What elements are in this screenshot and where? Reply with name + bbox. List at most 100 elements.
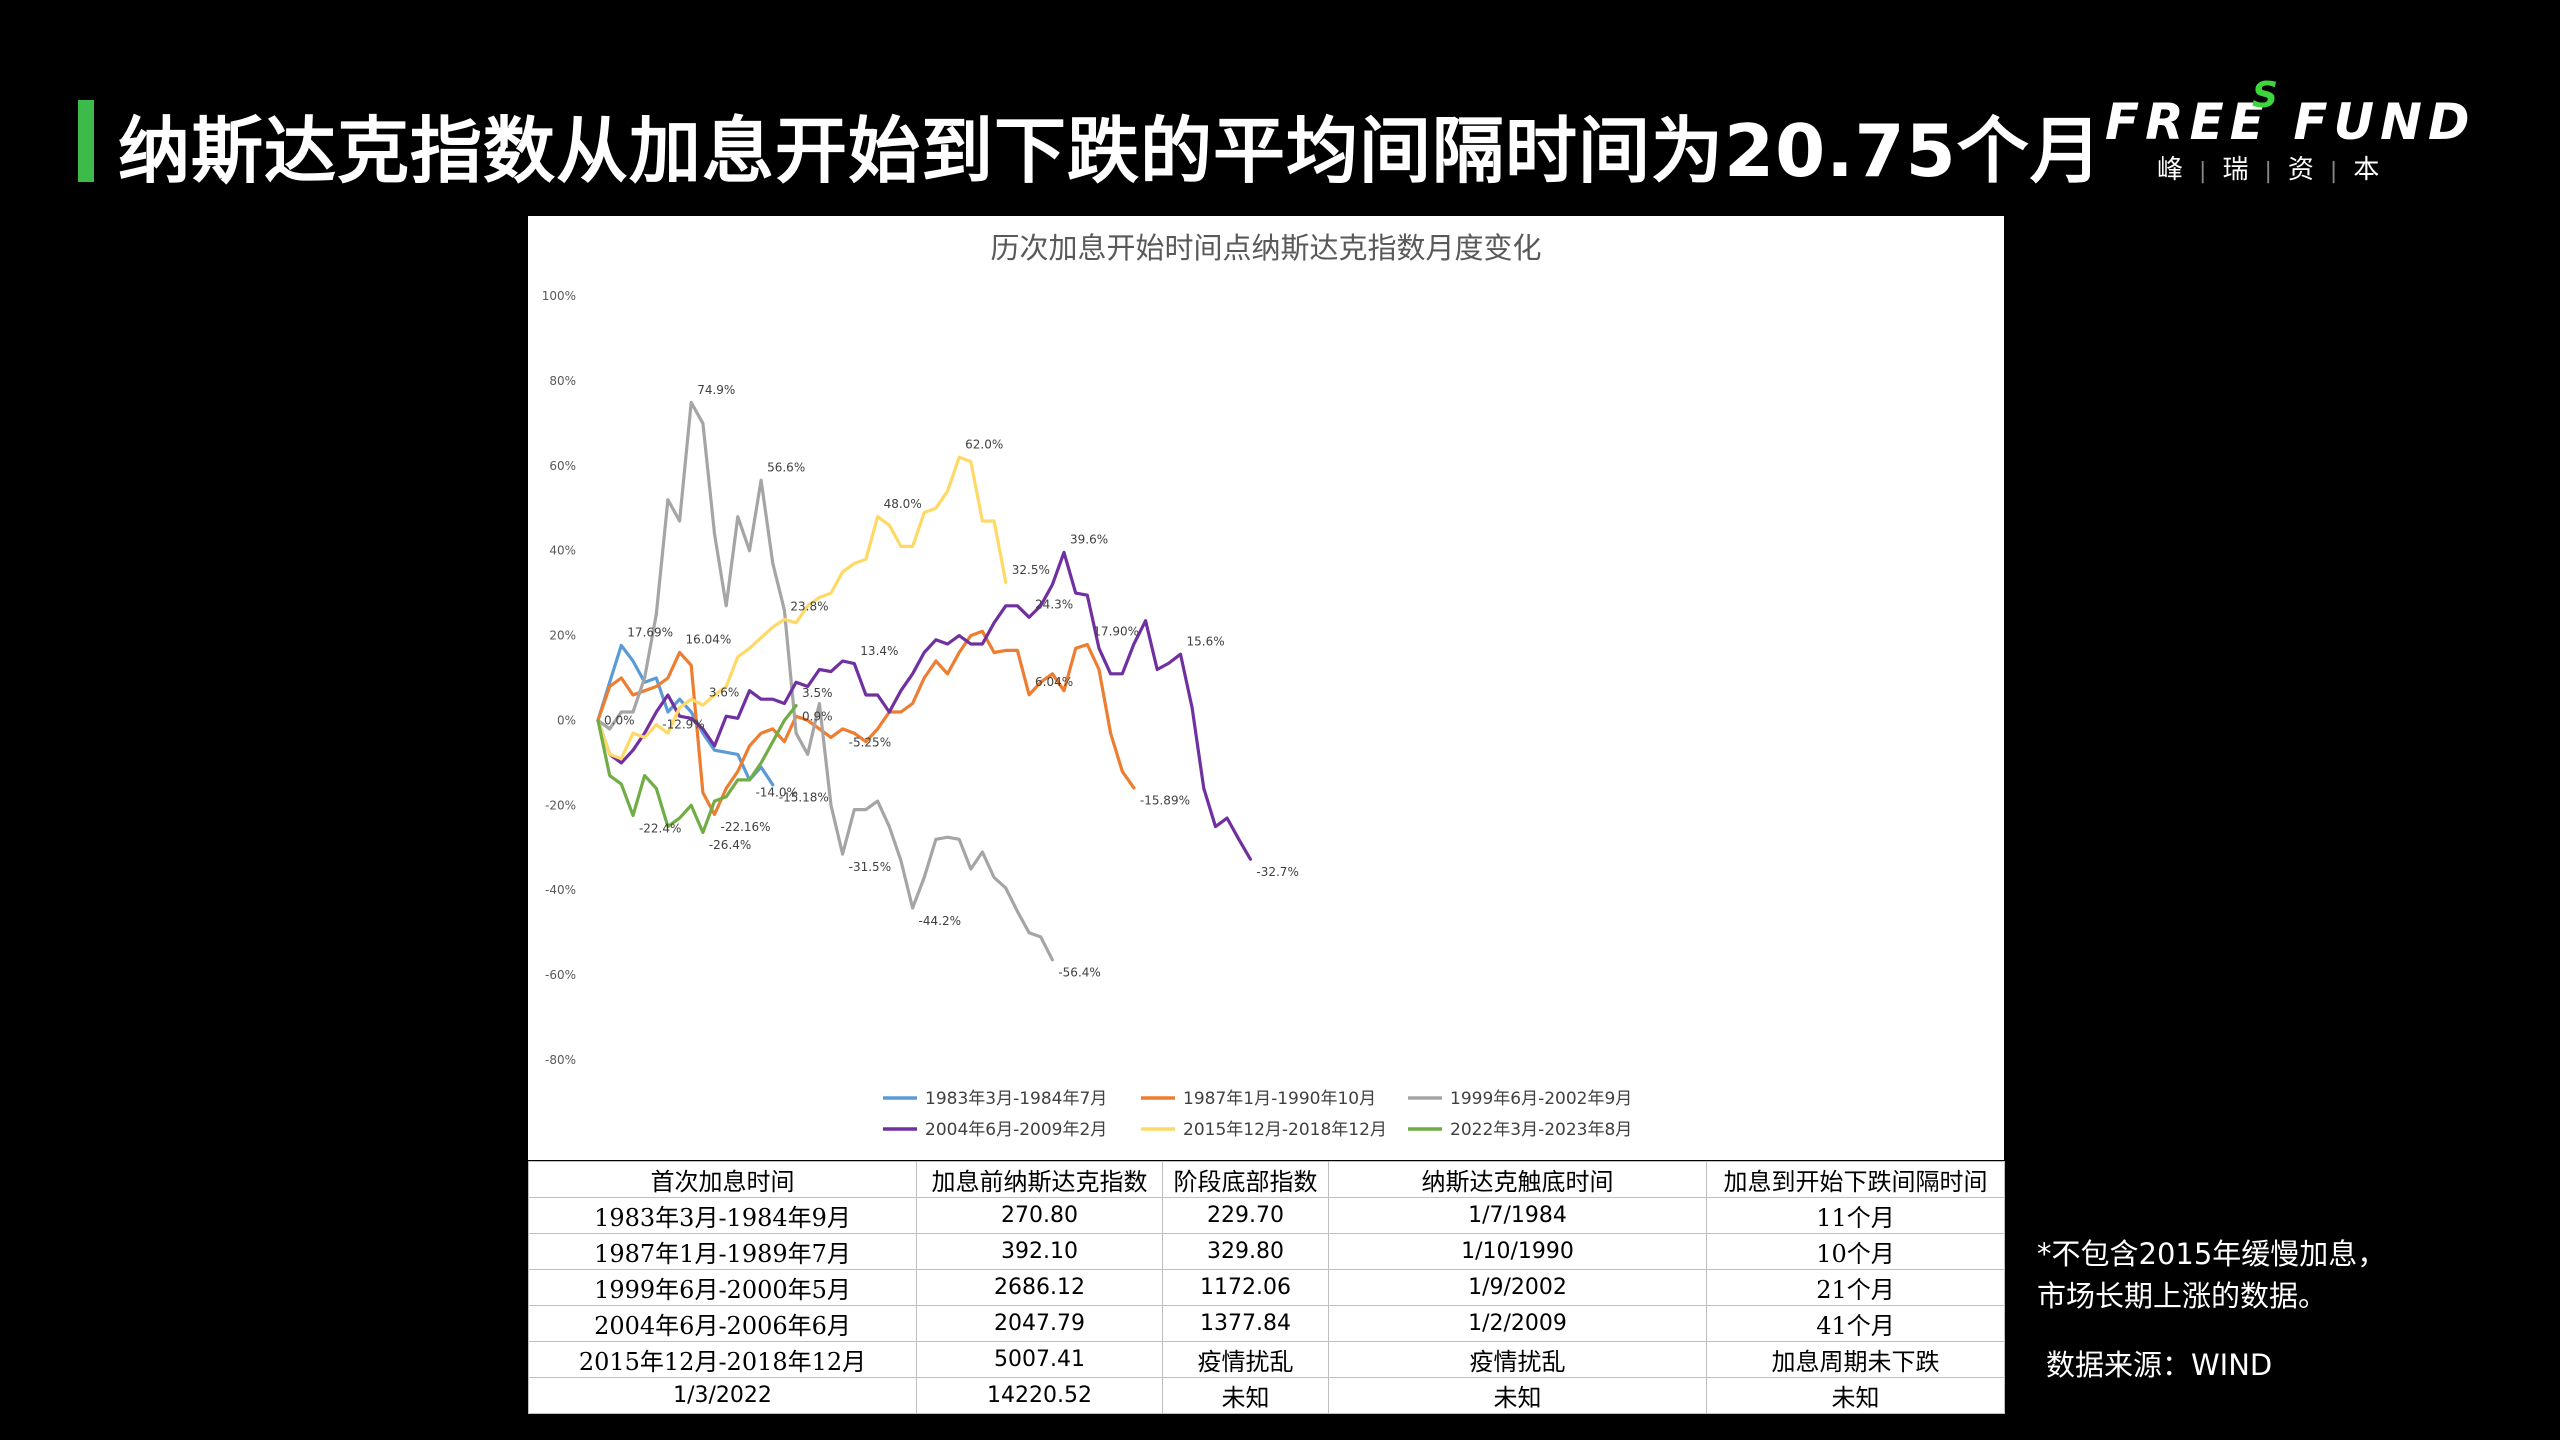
table-cell: 41个月 xyxy=(1706,1305,2005,1342)
y-tick-label: -80% xyxy=(545,1053,576,1067)
table-cell: 2047.79 xyxy=(916,1305,1163,1342)
table-row: 2004年6月-2006年6月 2047.79 1377.84 1/2/2009… xyxy=(528,1305,2005,1342)
logo-subtitle: 峰 | 瑞 | 资 | 本 xyxy=(2157,149,2379,186)
data-label: 17.69% xyxy=(627,626,673,640)
column-header: 加息前纳斯达克指数 xyxy=(916,1161,1163,1198)
data-label: 17.90% xyxy=(1093,625,1139,639)
table-cell: 1/3/2022 xyxy=(528,1377,917,1414)
table-cell: 未知 xyxy=(1706,1377,2005,1414)
column-header: 加息到开始下跌间隔时间 xyxy=(1706,1161,2005,1198)
legend-label: 1999年6月-2002年9月 xyxy=(1450,1089,1632,1109)
table-cell: 1/2/2009 xyxy=(1328,1305,1707,1342)
legend-label: 2015年12月-2018年12月 xyxy=(1183,1120,1387,1140)
table-cell: 1377.84 xyxy=(1162,1305,1329,1342)
y-tick-label: 100% xyxy=(542,289,576,303)
table-cell: 1/10/1990 xyxy=(1328,1233,1707,1270)
table-cell: 229.70 xyxy=(1162,1197,1329,1234)
line-chart: 历次加息开始时间点纳斯达克指数月度变化 100% 80% 60% 40% 20% 0% -20… xyxy=(542,231,1633,1140)
table-header-row: 首次加息时间 加息前纳斯达克指数 阶段底部指数 纳斯达克触底时间 加息到开始下跌… xyxy=(528,1161,2005,1198)
table-cell: 21个月 xyxy=(1706,1269,2005,1306)
table-cell: 疫情扰乱 xyxy=(1162,1341,1329,1378)
data-label: 16.04% xyxy=(686,633,732,647)
data-label: 6.04% xyxy=(1035,675,1073,689)
table-cell: 加息周期未下跌 xyxy=(1706,1341,2005,1378)
logo-wordmark: FREE FUND xyxy=(2105,93,2476,151)
data-label: -15.89% xyxy=(1140,794,1190,808)
chart-title: 历次加息开始时间点纳斯达克指数月度变化 xyxy=(990,231,1541,265)
table-cell: 未知 xyxy=(1162,1377,1329,1414)
logo-char: 资 xyxy=(2287,155,2314,185)
table-cell: 1/7/1984 xyxy=(1328,1197,1707,1234)
y-tick-label: 20% xyxy=(549,629,576,643)
table-cell: 疫情扰乱 xyxy=(1328,1341,1707,1378)
table-cell: 270.80 xyxy=(916,1197,1163,1234)
y-tick-label: 60% xyxy=(549,459,576,473)
table-row: 1/3/2022 14220.52 未知 未知 未知 xyxy=(528,1377,2005,1414)
table-cell: 1999年6月-2000年5月 xyxy=(528,1269,917,1306)
data-label: -31.5% xyxy=(849,860,891,874)
data-label: 0.0% xyxy=(604,713,635,727)
table-cell: 5007.41 xyxy=(916,1341,1163,1378)
data-label: 48.0% xyxy=(884,497,922,511)
series-line-1 xyxy=(596,643,775,787)
data-label: 15.6% xyxy=(1187,634,1225,648)
series-line-6 xyxy=(596,704,798,835)
footnote: *不包含2015年缓慢加息， 市场长期上涨的数据。 xyxy=(2037,1233,2386,1317)
y-tick-label: -60% xyxy=(545,968,576,982)
y-tick-label: -40% xyxy=(545,883,576,897)
data-label: 23.8% xyxy=(790,600,828,614)
table-cell: 2015年12月-2018年12月 xyxy=(528,1341,917,1378)
table-row: 1987年1月-1989年7月 392.10 329.80 1/10/1990 … xyxy=(528,1233,2005,1270)
table-cell: 未知 xyxy=(1328,1377,1707,1414)
brand-logo: FREE FUND S 峰 | 瑞 | 资 | 本 xyxy=(2105,75,2469,186)
table-cell: 1987年1月-1989年7月 xyxy=(528,1233,917,1270)
legend-label: 2022年3月-2023年8月 xyxy=(1450,1120,1632,1140)
data-label: 62.0% xyxy=(965,438,1003,452)
table-row: 2015年12月-2018年12月 5007.41 疫情扰乱 疫情扰乱 加息周期… xyxy=(528,1341,2005,1378)
table-cell: 14220.52 xyxy=(916,1377,1163,1414)
y-tick-label: 40% xyxy=(549,544,576,558)
footnote-line: 市场长期上涨的数据。 xyxy=(2037,1279,2328,1313)
data-label: -12.9% xyxy=(662,718,704,732)
data-label: 24.3% xyxy=(1035,598,1073,612)
series-line-3 xyxy=(596,400,1055,962)
column-header: 阶段底部指数 xyxy=(1162,1161,1329,1198)
table-cell: 1/9/2002 xyxy=(1328,1269,1707,1306)
logo-char: 瑞 xyxy=(2222,155,2249,185)
legend-label: 2004年6月-2009年2月 xyxy=(925,1120,1107,1140)
logo-char: 本 xyxy=(2353,155,2380,185)
data-source: 数据来源：WIND xyxy=(2046,1348,2273,1382)
data-label: 56.6% xyxy=(767,460,805,474)
chart-panel: 历次加息开始时间点纳斯达克指数月度变化 100% 80% 60% 40% 20% 0% -20… xyxy=(528,216,2004,1160)
data-label: -5.25% xyxy=(849,736,891,750)
data-label: -15.18% xyxy=(779,791,829,805)
data-label: 0.9% xyxy=(802,710,833,724)
column-header: 纳斯达克触底时间 xyxy=(1328,1161,1707,1198)
table-row: 1999年6月-2000年5月 2686.12 1172.06 1/9/2002… xyxy=(528,1269,2005,1306)
rate-hike-table: 首次加息时间 加息前纳斯达克指数 阶段底部指数 纳斯达克触底时间 加息到开始下跌… xyxy=(528,1161,2005,1414)
table-row: 1983年3月-1984年9月 270.80 229.70 1/7/1984 1… xyxy=(528,1197,2005,1234)
table-cell: 2004年6月-2006年6月 xyxy=(528,1305,917,1342)
data-label: 39.6% xyxy=(1070,533,1108,547)
page-title: 纳斯达克指数从加息开始到下跌的平均间隔时间为20.75个月 xyxy=(118,109,2103,193)
data-label: 3.6% xyxy=(709,685,740,699)
series-line-5 xyxy=(596,455,1008,761)
logo-char: 峰 xyxy=(2157,155,2184,185)
column-header: 首次加息时间 xyxy=(528,1161,917,1198)
table-cell: 1983年3月-1984年9月 xyxy=(528,1197,917,1234)
footnote-line: *不包含2015年缓慢加息， xyxy=(2037,1237,2387,1271)
table-cell: 1172.06 xyxy=(1162,1269,1329,1306)
data-label: -32.7% xyxy=(1256,865,1298,879)
data-label: -14.0% xyxy=(755,786,797,800)
data-label: -44.2% xyxy=(919,914,961,928)
data-label: -22.16% xyxy=(721,820,771,834)
y-tick-label: 80% xyxy=(549,374,576,388)
table-cell: 11个月 xyxy=(1706,1197,2005,1234)
data-label: -22.4% xyxy=(639,821,681,835)
data-label: 13.4% xyxy=(860,644,898,658)
table-cell: 10个月 xyxy=(1706,1233,2005,1270)
data-label: -56.4% xyxy=(1058,966,1100,980)
data-label: 3.5% xyxy=(802,686,833,700)
table-cell: 392.10 xyxy=(916,1233,1163,1270)
data-label: -26.4% xyxy=(709,838,751,852)
